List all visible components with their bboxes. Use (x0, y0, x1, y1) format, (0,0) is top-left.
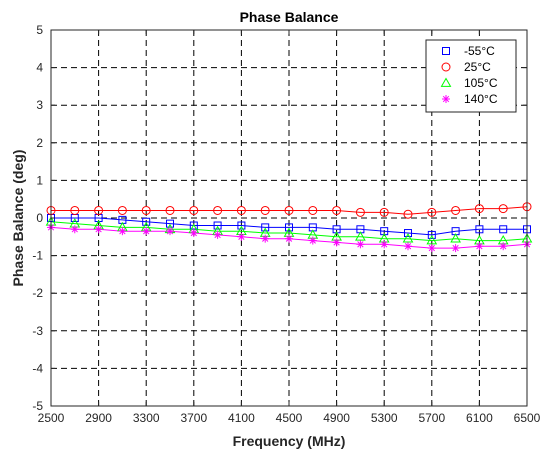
x-tick-label: 4900 (323, 411, 350, 425)
data-point (70, 225, 79, 234)
data-point (475, 242, 484, 251)
data-point (142, 217, 151, 226)
data-point (94, 205, 104, 215)
data-point (141, 205, 151, 215)
legend-marker (442, 95, 450, 103)
legend-label: 140°C (464, 92, 498, 106)
series-markers (45, 202, 533, 253)
data-point (237, 221, 246, 230)
data-point (379, 207, 389, 217)
legend-marker (440, 77, 452, 87)
data-point (189, 205, 199, 215)
legend-label: 25°C (464, 60, 491, 74)
data-point (403, 209, 413, 219)
x-tick-label: 2500 (38, 411, 65, 425)
data-point (451, 205, 461, 215)
data-point (427, 230, 436, 239)
data-point (165, 205, 175, 215)
data-point (475, 225, 484, 234)
data-point (332, 238, 341, 247)
data-point (308, 236, 317, 245)
y-tick-label: -5 (32, 399, 43, 413)
data-point (118, 227, 127, 236)
y-tick-label: -4 (32, 361, 43, 375)
data-point (236, 205, 246, 215)
data-point (189, 221, 198, 230)
data-point (356, 240, 365, 249)
x-tick-label: 3300 (133, 411, 160, 425)
x-tick-label: 5300 (371, 411, 398, 425)
data-point (166, 227, 174, 236)
x-tick-label: 5700 (418, 411, 445, 425)
data-point (142, 227, 151, 236)
data-point (261, 223, 270, 232)
data-point (166, 219, 174, 228)
data-point (402, 233, 414, 243)
y-tick-label: 0 (36, 211, 43, 225)
chart-title: Phase Balance (240, 9, 339, 25)
data-point (285, 223, 293, 232)
data-point (117, 205, 127, 215)
y-tick-label: -2 (32, 286, 43, 300)
data-point (426, 235, 438, 245)
legend-box (425, 39, 517, 113)
data-point (451, 244, 460, 253)
data-point (284, 205, 294, 215)
x-axis-label: Frequency (MHz) (233, 433, 346, 449)
data-point (213, 205, 223, 215)
series-line (50, 221, 528, 242)
legend-marker (441, 62, 451, 72)
data-point (404, 242, 412, 251)
legend: -55°C 25°C 105°C 140°C (425, 39, 517, 113)
x-tick-label: 4100 (228, 411, 255, 425)
data-point (427, 207, 437, 217)
y-tick-label: -1 (32, 249, 43, 263)
data-point (261, 234, 270, 243)
data-point (285, 234, 293, 243)
x-tick-label: 3700 (180, 411, 207, 425)
x-tick-label: 4500 (276, 411, 303, 425)
data-point (237, 232, 246, 241)
y-tick-label: -3 (32, 324, 43, 338)
data-point (450, 233, 461, 243)
y-tick-label: 4 (36, 61, 43, 75)
data-point (260, 205, 270, 215)
data-point (380, 240, 389, 249)
y-axis-label: Phase Balance (deg) (10, 150, 26, 287)
y-tick-label: 2 (36, 136, 43, 150)
x-tick-label: 2900 (85, 411, 112, 425)
legend-label: -55°C (464, 44, 495, 58)
data-point (355, 207, 365, 217)
data-point (499, 242, 508, 251)
data-point (332, 205, 342, 215)
legend-label: 105°C (464, 76, 498, 90)
axis-ticks: 2500 2900 3300 3700 4100 4500 4900 5300 5700 6100… (32, 23, 540, 425)
series-line (51, 206, 528, 215)
data-point (213, 230, 222, 239)
legend-marker (442, 47, 450, 55)
data-point (404, 229, 412, 238)
data-point (474, 204, 484, 214)
y-tick-label: 1 (36, 173, 43, 187)
data-point (70, 205, 80, 215)
data-point (498, 204, 508, 214)
data-point (308, 205, 318, 215)
data-point (213, 221, 222, 230)
data-point (499, 225, 508, 234)
data-point (427, 244, 436, 253)
series-line (51, 217, 527, 236)
data-point (189, 229, 198, 238)
data-point (355, 231, 366, 241)
y-tick-label: 3 (36, 98, 43, 112)
data-point (94, 225, 103, 234)
y-tick-label: 5 (36, 23, 43, 37)
x-tick-label: 6500 (514, 411, 541, 425)
x-tick-label: 6100 (466, 411, 493, 425)
